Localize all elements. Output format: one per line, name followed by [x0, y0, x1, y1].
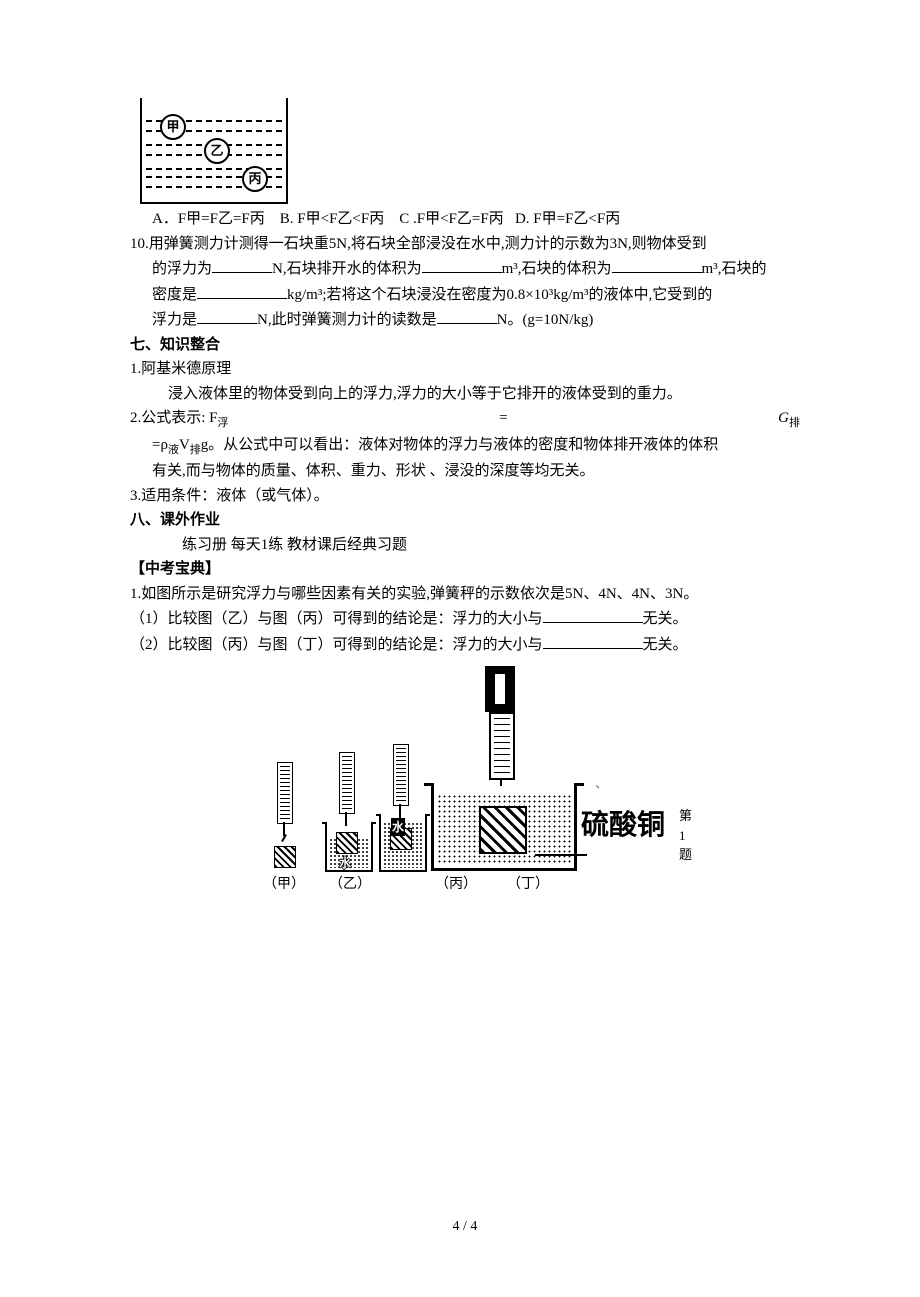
- block-jia: [274, 846, 296, 868]
- text: m³,石块的体积为: [502, 261, 612, 277]
- ticks: [280, 766, 290, 820]
- opt-c: C .F甲<F乙=F丙: [399, 211, 503, 227]
- blank: [437, 308, 497, 324]
- text: N,石块排开水的体积为: [272, 261, 422, 277]
- page: 甲 乙 丙 A．F甲=F乙=F丙 B. F甲<F乙<F丙 C .F甲<F乙=F丙…: [0, 0, 920, 1297]
- blank: [212, 257, 272, 273]
- arrow-line: [535, 854, 587, 856]
- cap-ding: （丁）: [507, 874, 549, 890]
- blank: [197, 283, 287, 299]
- zk-q1-l1: 1.如图所示是研究浮力与哪些因素有关的实验,弹簧秤的示数依次是5N、4N、4N、…: [130, 583, 800, 606]
- s7-p2-line3: 有关,而与物体的质量、体积、重力、形状 、浸没的深度等均无关。: [130, 460, 800, 483]
- ticks: [396, 748, 406, 802]
- s7-p1t: 1.阿基米德原理: [130, 358, 800, 381]
- block-yi: [336, 832, 358, 854]
- opt-b: B. F甲<F乙<F丙: [280, 211, 384, 227]
- ticks: [342, 756, 352, 810]
- wall-left: [140, 98, 142, 110]
- zk-q1-l3: （2）比较图（丙）与图（丁）可得到的结论是：浮力的大小与 无关。: [130, 633, 800, 657]
- section8-title: 八、课外作业: [130, 509, 800, 532]
- spring-small-bing: [393, 744, 409, 806]
- water-label: 水: [339, 854, 351, 872]
- spring-scale-big: [489, 712, 515, 780]
- ticks: [494, 718, 510, 774]
- blank: [197, 308, 257, 324]
- lip: [376, 814, 381, 816]
- label-yi: 乙: [204, 138, 230, 164]
- wall-right: [286, 98, 288, 110]
- rhs: G排: [778, 407, 800, 432]
- lhs: 2.公式表示: F浮: [130, 407, 229, 432]
- text: N,此时弹簧测力计的读数是: [257, 312, 437, 328]
- s8-body: 练习册 每天1练 教材课后经典习题: [130, 534, 800, 557]
- s7-p2-line2: =ρ液V排g。从公式中可以看出：液体对物体的浮力与液体的密度和物体排开液体的体积: [130, 434, 800, 459]
- water-label: 水: [391, 818, 405, 836]
- blank: [543, 607, 643, 623]
- label-bing: 丙: [242, 166, 268, 192]
- block-big: [479, 806, 527, 854]
- text: 的浮力为: [152, 261, 212, 277]
- text: V: [179, 437, 190, 453]
- s7-p3: 3.适用条件：液体（或气体）。: [130, 485, 800, 508]
- opt-d: D. F甲=F乙<F丙: [515, 211, 620, 227]
- figure-zk1: 硫酸铜 第1题 、 水: [130, 666, 800, 906]
- text: kg/m³;若将这个石块浸没在密度为0.8×10³kg/m³的液体中,它受到的: [287, 287, 712, 303]
- side-label: 硫酸铜: [581, 804, 665, 846]
- text: g。从公式中可以看出：液体对物体的浮力与液体的密度和物体排开液体的体积: [201, 437, 719, 453]
- q10-l3: 密度是 kg/m³;若将这个石块浸没在密度为0.8×10³kg/m³的液体中,它受…: [130, 283, 800, 307]
- cap-jia: （甲）: [263, 874, 305, 890]
- lip: [371, 822, 376, 824]
- text: =ρ: [152, 437, 168, 453]
- q10-l4: 浮力是 N,此时弹簧测力计的读数是 N。(g=10N/kg): [130, 308, 800, 332]
- blank: [612, 257, 702, 273]
- section7-title: 七、知识整合: [130, 334, 800, 357]
- blank: [422, 257, 502, 273]
- text: （1）比较图（乙）与图（丙）可得到的结论是：浮力的大小与: [130, 611, 543, 627]
- q9-options: A．F甲=F乙=F丙 B. F甲<F乙<F丙 C .F甲<F乙=F丙 D. F甲…: [130, 208, 800, 231]
- hook-curve: [281, 834, 287, 842]
- figure-q9: 甲 乙 丙: [140, 110, 288, 204]
- lip: [425, 814, 430, 816]
- q10-l1: 10.用弹簧测力计测得一石块重5N,将石块全部浸没在水中,测力计的示数为3N,则…: [130, 233, 800, 256]
- s7-p1b: 浸入液体里的物体受到向上的浮力,浮力的大小等于它排开的液体受到的重力。: [130, 383, 800, 406]
- text: G: [778, 410, 789, 426]
- spring-small-jia: [277, 762, 293, 824]
- text: 浮力是: [152, 312, 197, 328]
- spring-small-yi: [339, 752, 355, 814]
- text: N。(g=10N/kg): [497, 312, 594, 328]
- text: 无关。: [643, 611, 688, 627]
- text: m³,石块的: [702, 261, 767, 277]
- cap-yi: （乙）: [329, 874, 371, 890]
- lip: [424, 783, 434, 786]
- page-footer: 4 / 4: [130, 1216, 800, 1237]
- spring-top-icon: [485, 666, 515, 712]
- text: 密度是: [152, 287, 197, 303]
- q10-l2: 的浮力为 N,石块排开水的体积为 m³,石块的体积为 m³,石块的: [130, 257, 800, 281]
- blank: [543, 633, 643, 649]
- text: （2）比较图（丙）与图（丁）可得到的结论是：浮力的大小与: [130, 637, 543, 653]
- opt-a: A．F甲=F乙=F丙: [152, 211, 265, 227]
- text: 无关。: [643, 637, 688, 653]
- eq: =: [499, 407, 507, 432]
- lip: [322, 822, 327, 824]
- lip: [574, 783, 584, 786]
- sub: 浮: [218, 417, 229, 429]
- zk-q1-l2: （1）比较图（乙）与图（丙）可得到的结论是：浮力的大小与 无关。: [130, 607, 800, 631]
- s7-p2-line1: 2.公式表示: F浮 = G排: [130, 407, 800, 432]
- question-label: 第1题: [679, 806, 692, 865]
- zk-title: 【中考宝典】: [130, 558, 800, 581]
- label-jia: 甲: [160, 114, 186, 140]
- sub: 排: [190, 444, 201, 456]
- sub: 排: [789, 417, 800, 429]
- figure-wrap: 硫酸铜 第1题 、 水: [245, 666, 685, 886]
- cap-bing: （丙）: [435, 874, 477, 890]
- sub: 液: [168, 444, 179, 456]
- text: 2.公式表示: F: [130, 410, 218, 426]
- ghost-mark: 、: [595, 774, 608, 794]
